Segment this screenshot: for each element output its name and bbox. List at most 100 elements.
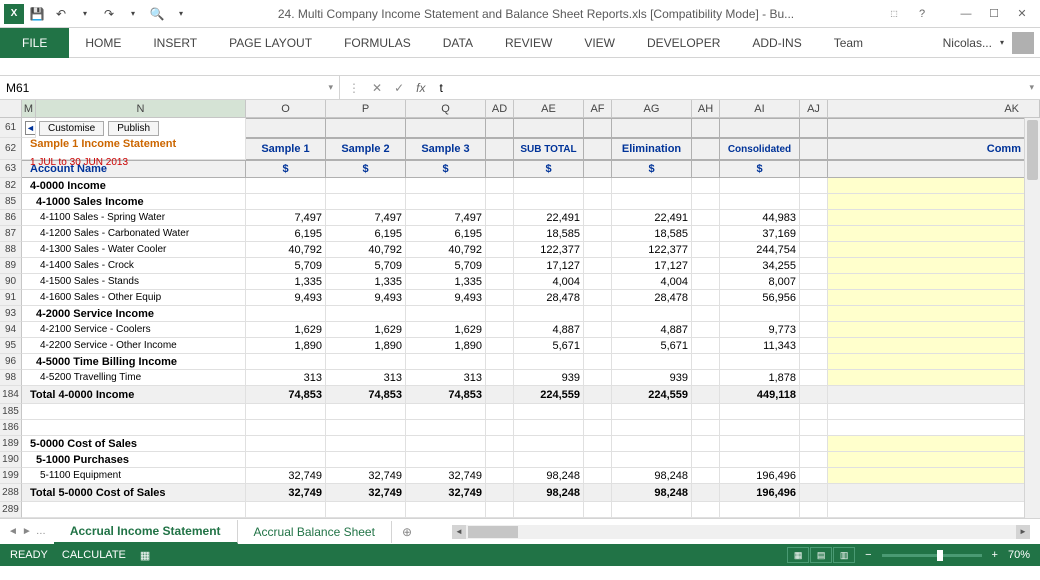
- col-P[interactable]: P: [326, 100, 406, 117]
- formula-expand-dd-icon[interactable]: ▾: [1023, 82, 1040, 93]
- fx-icon[interactable]: fx: [416, 81, 425, 95]
- col-AI[interactable]: AI: [720, 100, 800, 117]
- row-190[interactable]: 190: [0, 452, 22, 468]
- sheet-tab-balance[interactable]: Accrual Balance Sheet: [238, 521, 392, 543]
- minimize-icon[interactable]: —: [952, 4, 980, 24]
- col-AG[interactable]: AG: [612, 100, 692, 117]
- col-AH[interactable]: AH: [692, 100, 720, 117]
- status-bar: READY CALCULATE ▦ ▦ ▤ ▥ − + 70%: [0, 544, 1040, 566]
- report-title: Sample 1 Income Statement: [30, 138, 176, 150]
- zoom-level[interactable]: 70%: [1008, 549, 1030, 561]
- zoom-thumb[interactable]: [937, 550, 943, 561]
- zoom-out-icon[interactable]: −: [865, 549, 871, 561]
- tab-insert[interactable]: INSERT: [137, 28, 213, 58]
- row-62[interactable]: 62: [0, 138, 22, 160]
- redo-icon[interactable]: ↷: [98, 3, 120, 25]
- col-AF[interactable]: AF: [584, 100, 612, 117]
- row-85[interactable]: 85: [0, 194, 22, 210]
- col-O[interactable]: O: [246, 100, 326, 117]
- new-sheet-icon[interactable]: ⊕: [392, 525, 422, 539]
- tab-formulas[interactable]: FORMULAS: [328, 28, 427, 58]
- tab-addins[interactable]: ADD-INS: [736, 28, 817, 58]
- window-title: 24. Multi Company Income Statement and B…: [192, 7, 880, 21]
- formula-input[interactable]: [433, 79, 1023, 97]
- sheet-tab-income[interactable]: Accrual Income Statement: [54, 520, 238, 544]
- row-96[interactable]: 96: [0, 354, 22, 370]
- col-AD[interactable]: AD: [486, 100, 514, 117]
- undo-dd-icon[interactable]: ▾: [74, 3, 96, 25]
- formula-expand-icon[interactable]: ⋮: [348, 81, 360, 95]
- user-name[interactable]: Nicolas...: [943, 36, 992, 50]
- excel-icon: X: [4, 4, 24, 24]
- tab-home[interactable]: HOME: [69, 28, 137, 58]
- row-189[interactable]: 189: [0, 436, 22, 452]
- hdr-sample3: Sample 3: [406, 138, 486, 160]
- nav-left-icon[interactable]: ◄: [25, 121, 36, 135]
- file-tab[interactable]: FILE: [0, 28, 69, 58]
- publish-button[interactable]: Publish: [108, 121, 159, 136]
- qat-dd-icon[interactable]: ▾: [170, 3, 192, 25]
- data-row: 1995-1100 Equipment32,74932,74932,74998,…: [0, 468, 1040, 484]
- dollar-icon: $: [246, 160, 326, 178]
- save-icon[interactable]: 💾: [26, 3, 48, 25]
- tab-review[interactable]: REVIEW: [489, 28, 568, 58]
- col-AE[interactable]: AE: [514, 100, 584, 117]
- tab-more-icon[interactable]: …: [36, 526, 46, 537]
- row-61[interactable]: 61: [0, 118, 22, 138]
- hdr-subtotal: SUB TOTAL: [514, 138, 584, 160]
- tab-view[interactable]: VIEW: [568, 28, 631, 58]
- select-all-corner[interactable]: [0, 100, 22, 117]
- close-icon[interactable]: ✕: [1008, 4, 1036, 24]
- maximize-icon[interactable]: ☐: [980, 4, 1008, 24]
- zoom-slider[interactable]: [882, 554, 982, 557]
- redo-dd-icon[interactable]: ▾: [122, 3, 144, 25]
- name-box[interactable]: M61 ▾: [0, 76, 340, 99]
- col-Q[interactable]: Q: [406, 100, 486, 117]
- purchases-header: 5-1000 Purchases: [22, 452, 246, 468]
- scroll-right-icon[interactable]: ►: [1016, 525, 1030, 539]
- tab-next-icon[interactable]: ►: [22, 526, 32, 537]
- formula-accept-icon[interactable]: ✓: [394, 81, 404, 95]
- preview-icon[interactable]: 🔍: [146, 3, 168, 25]
- name-box-dd-icon[interactable]: ▾: [328, 82, 333, 93]
- col-AJ[interactable]: AJ: [800, 100, 828, 117]
- scroll-thumb[interactable]: [468, 526, 518, 538]
- hdr-comm: Comm: [828, 138, 1040, 160]
- tab-team[interactable]: Team: [818, 28, 879, 58]
- column-headers: M N O P Q AD AE AF AG AH AI AJ AK: [0, 100, 1040, 118]
- view-layout-icon[interactable]: ▤: [810, 547, 832, 563]
- tab-data[interactable]: DATA: [427, 28, 489, 58]
- data-row: 904-1500 Sales - Stands1,3351,3351,3354,…: [0, 274, 1040, 290]
- help-icon[interactable]: ?: [908, 4, 936, 24]
- row-63[interactable]: 63: [0, 160, 22, 178]
- row-82[interactable]: 82: [0, 178, 22, 194]
- tab-page-layout[interactable]: PAGE LAYOUT: [213, 28, 328, 58]
- customise-button[interactable]: Customise: [39, 121, 104, 136]
- col-AK[interactable]: AK: [828, 100, 1040, 117]
- view-normal-icon[interactable]: ▦: [787, 547, 809, 563]
- data-row: 864-1100 Sales - Spring Water7,4977,4977…: [0, 210, 1040, 226]
- col-N[interactable]: N: [36, 100, 246, 117]
- avatar[interactable]: [1012, 32, 1034, 54]
- vertical-scrollbar[interactable]: [1024, 118, 1040, 518]
- view-break-icon[interactable]: ▥: [833, 547, 855, 563]
- dollar-icon: $: [406, 160, 486, 178]
- dollar-icon: $: [720, 160, 800, 178]
- ribbon-options-icon[interactable]: ⬚: [880, 4, 908, 24]
- col-M[interactable]: M: [22, 100, 36, 117]
- dollar-icon: $: [612, 160, 692, 178]
- tab-developer[interactable]: DEVELOPER: [631, 28, 736, 58]
- scroll-left-icon[interactable]: ◄: [452, 525, 466, 539]
- horizontal-scrollbar[interactable]: ◄ ►: [452, 525, 1030, 539]
- data-row: 954-2200 Service - Other Income1,8901,89…: [0, 338, 1040, 354]
- tab-prev-icon[interactable]: ◄: [8, 526, 18, 537]
- scroll-thumb[interactable]: [1027, 120, 1038, 180]
- row-93[interactable]: 93: [0, 306, 22, 322]
- formula-cancel-icon[interactable]: ✕: [372, 81, 382, 95]
- sales-header: 4-1000 Sales Income: [22, 194, 246, 210]
- undo-icon[interactable]: ↶: [50, 3, 72, 25]
- macro-record-icon[interactable]: ▦: [140, 549, 150, 562]
- spreadsheet-grid[interactable]: M N O P Q AD AE AF AG AH AI AJ AK 61 ◄ C…: [0, 100, 1040, 518]
- zoom-in-icon[interactable]: +: [992, 549, 998, 561]
- hdr-sample1: Sample 1: [246, 138, 326, 160]
